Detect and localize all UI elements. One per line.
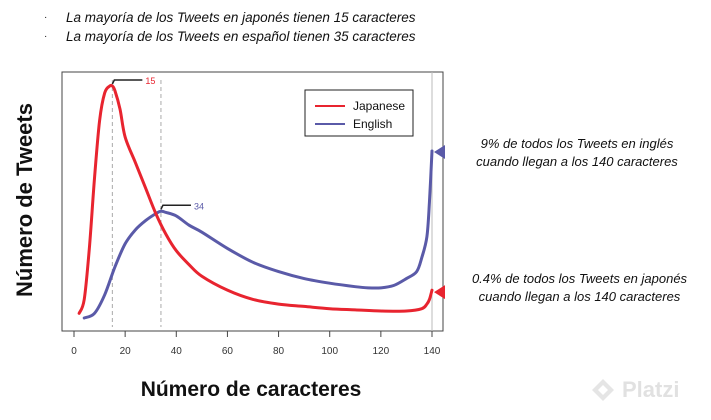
x-tick-label: 100	[321, 346, 338, 357]
bullet-list: · La mayoría de los Tweets en japonés ti…	[44, 8, 415, 46]
bullet-item: · La mayoría de los Tweets en español ti…	[44, 27, 415, 46]
platzi-logo-icon	[592, 379, 614, 401]
peak-callout-label: 15	[145, 76, 155, 86]
legend-label: Japanese	[353, 99, 405, 113]
bullet-dot: ·	[44, 12, 48, 23]
series-line-english	[82, 149, 434, 320]
bullet-text-spanish: La mayoría de los Tweets en español tien…	[66, 29, 416, 44]
peak-callout-label: 34	[194, 201, 204, 211]
legend-label: English	[353, 117, 392, 131]
x-tick-label: 120	[373, 346, 390, 357]
annotation-japanese-line: 0.4% de todos los Tweets en japonés	[471, 271, 688, 286]
annotation-english: 9% de todos los Tweets en inglés cuando …	[452, 135, 702, 171]
x-tick-label: 80	[273, 346, 285, 357]
annotation-japanese: 0.4% de todos los Tweets en japonés cuan…	[452, 270, 707, 306]
annotation-arrow-japanese	[434, 285, 445, 300]
bullet-dot: ·	[44, 31, 48, 42]
x-tick-label: 20	[120, 346, 132, 357]
x-tick-label: 40	[171, 346, 183, 357]
plot-frame	[61, 71, 444, 332]
series-line-japanese	[77, 83, 434, 315]
bullet-item: · La mayoría de los Tweets en japonés ti…	[44, 8, 415, 27]
x-tick-label: 60	[222, 346, 234, 357]
watermark: Platzi	[590, 377, 679, 403]
x-tick-label: 140	[424, 346, 441, 357]
annotation-english-line: cuando llegan a los 140 caracteres	[476, 154, 678, 169]
annotation-english-line: 9% de todos los Tweets en inglés	[480, 136, 674, 151]
peak-callout-line	[111, 79, 143, 85]
watermark-text: Platzi	[622, 377, 680, 402]
annotation-japanese-line: cuando llegan a los 140 caracteres	[478, 289, 681, 304]
annotation-arrow-english	[434, 144, 445, 159]
x-axis-label: Número de caracteres	[140, 378, 362, 401]
x-tick-label: 0	[71, 346, 77, 357]
legend-box	[304, 89, 414, 137]
bullet-text-japanese: La mayoría de los Tweets en japonés tien…	[66, 10, 416, 25]
peak-callout-line	[160, 204, 191, 210]
